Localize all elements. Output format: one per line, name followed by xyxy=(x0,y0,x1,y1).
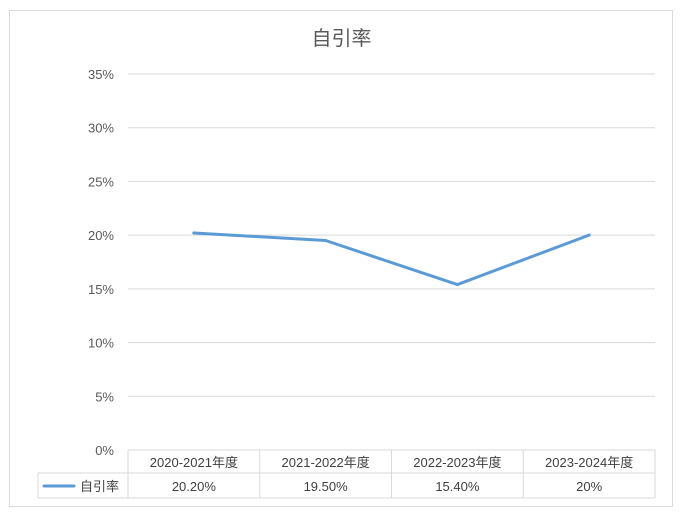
y-tick-label: 30% xyxy=(88,121,114,136)
y-tick-label: 5% xyxy=(95,389,114,404)
table-value-cell: 15.40% xyxy=(435,479,480,494)
y-tick-label: 20% xyxy=(88,228,114,243)
legend-label: 自引率 xyxy=(80,479,119,494)
y-tick-label: 10% xyxy=(88,336,114,351)
y-tick-label: 35% xyxy=(88,67,114,82)
chart-frame xyxy=(9,10,673,507)
y-tick-label: 25% xyxy=(88,174,114,189)
series-line xyxy=(192,231,591,287)
y-tick-label: 0% xyxy=(95,443,114,458)
chart-title: 自引率 xyxy=(311,26,372,50)
data-point xyxy=(192,231,196,235)
data-point xyxy=(455,283,459,287)
y-tick-label: 15% xyxy=(88,282,114,297)
data-point xyxy=(324,239,328,243)
x-category-label: 2023-2024年度 xyxy=(545,455,633,470)
x-category-label: 2021-2022年度 xyxy=(282,455,370,470)
data-point xyxy=(587,233,591,237)
x-category-label: 2022-2023年度 xyxy=(413,455,501,470)
table-value-cell: 20.20% xyxy=(172,479,217,494)
x-category-label: 2020-2021年度 xyxy=(150,455,238,470)
table-value-cell: 20% xyxy=(576,479,602,494)
table-value-cell: 19.50% xyxy=(304,479,349,494)
